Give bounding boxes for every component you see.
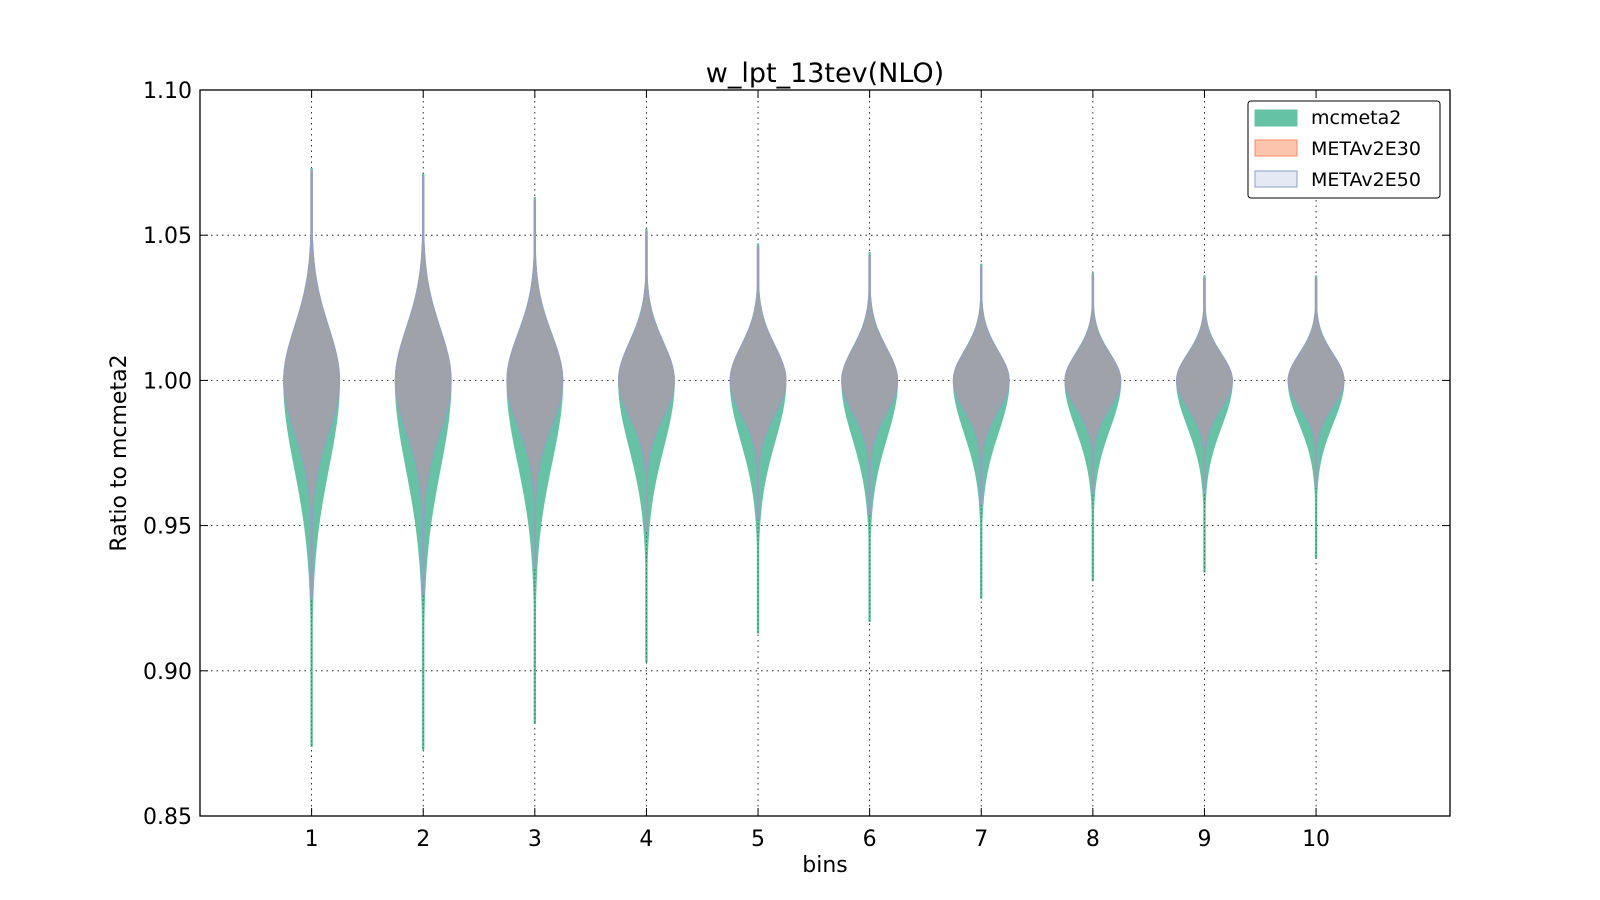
violin-bin-5: [729, 243, 787, 634]
x-tick-label: 8: [1086, 827, 1100, 852]
legend-swatch-metav2e30: [1254, 139, 1298, 157]
violin-metav2e50-bin-2: [394, 176, 452, 596]
x-tick-label: 2: [416, 827, 430, 852]
violin-metav2e50-bin-6: [841, 255, 899, 515]
legend: mcmeta2 METAv2E30 METAv2E50: [1247, 100, 1441, 199]
violin-metav2e50-bin-10: [1287, 278, 1345, 489]
violin-metav2e50-bin-4: [618, 231, 675, 532]
violin-metav2e50-bin-1: [283, 170, 341, 599]
y-axis-label: Ratio to mcmeta2: [107, 354, 132, 551]
x-tick-label: 10: [1302, 827, 1330, 852]
violin-metav2e50-bin-5: [729, 246, 787, 521]
violins: [283, 167, 1345, 750]
violin-bin-8: [1064, 272, 1122, 582]
y-tick-label: 0.90: [143, 660, 192, 685]
x-tick-label: 6: [863, 827, 877, 852]
x-axis-label: bins: [802, 853, 847, 878]
violin-bin-4: [618, 228, 675, 663]
violin-bin-7: [952, 263, 1010, 599]
legend-entry-mcmeta2: mcmeta2: [1254, 107, 1401, 129]
violin-metav2e50-bin-7: [952, 266, 1010, 506]
x-tick-label: 5: [751, 827, 765, 852]
legend-swatch-mcmeta2: [1254, 109, 1298, 127]
y-tick-label: 0.95: [143, 515, 192, 540]
x-tick-label: 9: [1197, 827, 1211, 852]
violin-metav2e50-bin-3: [506, 199, 564, 570]
violin-metav2e50-bin-8: [1064, 275, 1122, 495]
x-tick-label: 4: [639, 827, 653, 852]
legend-entry-metav2e30: METAv2E30: [1254, 138, 1421, 160]
plot-frame: [199, 89, 1451, 817]
violin-bin-9: [1176, 275, 1233, 573]
y-tick-label: 0.85: [143, 805, 192, 830]
violin-bin-1: [283, 167, 341, 747]
legend-swatch-metav2e50: [1254, 170, 1298, 188]
y-tick-label: 1.00: [143, 369, 192, 394]
violin-bin-10: [1287, 275, 1345, 559]
plot-area: 0.85 0.90 0.95 1.00 1.05 1.10 1 2 3 4 5 6 7 8 9 10: [143, 79, 1451, 852]
legend-label-metav2e50: METAv2E50: [1311, 169, 1421, 191]
legend-label-mcmeta2: mcmeta2: [1311, 107, 1401, 129]
legend-label-metav2e30: METAv2E30: [1311, 138, 1421, 160]
chart-title: w_lpt_13tev(NLO): [706, 58, 944, 89]
x-tick-label: 1: [305, 827, 319, 852]
violin-bin-6: [841, 252, 899, 622]
violin-bin-3: [506, 196, 564, 724]
x-tick-label: 3: [528, 827, 542, 852]
y-tick-label: 1.05: [143, 224, 192, 249]
violin-bin-2: [394, 173, 452, 750]
plot-background: [200, 90, 1450, 816]
axis-ticks: 0.85 0.90 0.95 1.00 1.05 1.10 1 2 3 4 5 6 7 8 9 10: [143, 79, 1450, 852]
violin-metav2e50-bin-9: [1176, 278, 1233, 495]
x-tick-label: 7: [974, 827, 988, 852]
legend-entry-metav2e50: METAv2E50: [1254, 169, 1421, 191]
y-tick-label: 1.10: [143, 79, 192, 104]
